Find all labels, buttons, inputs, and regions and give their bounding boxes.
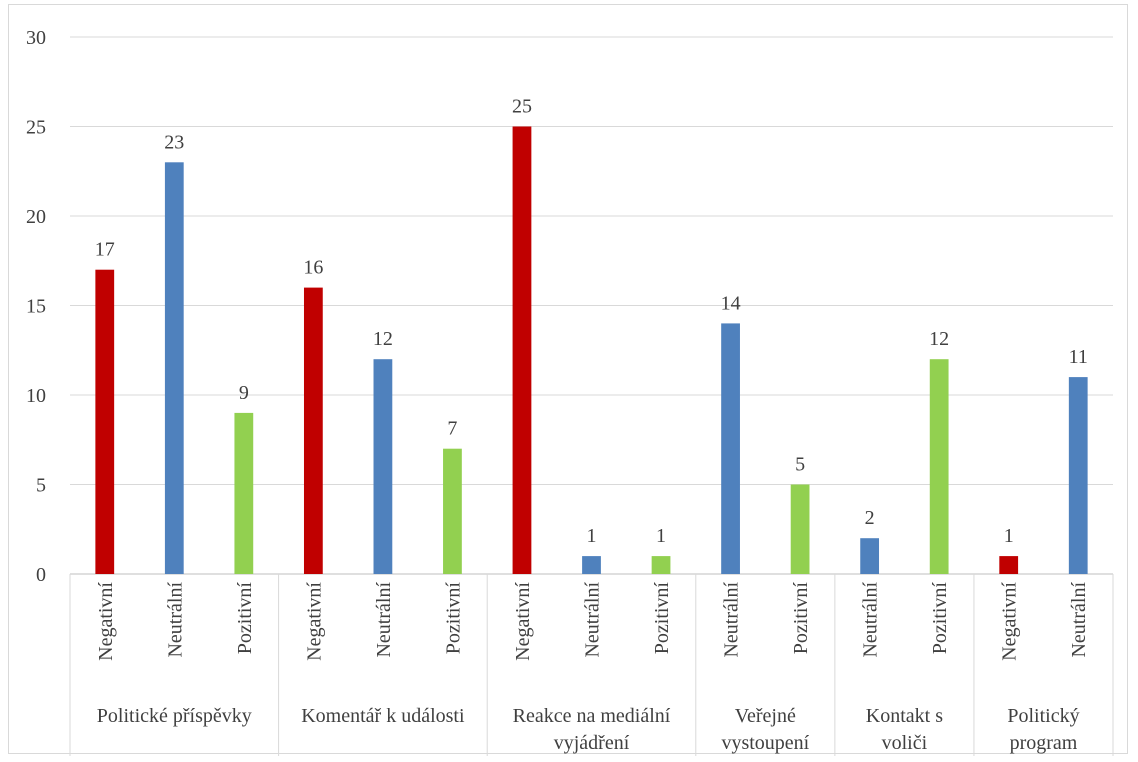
y-tick-label: 0 [36,564,46,586]
data-label: 23 [164,131,184,153]
bar [929,359,949,574]
x-tick-label: Negativní [512,582,534,661]
x-tick-label: Pozitivní [790,582,812,655]
x-tick-label: Pozitivní [651,582,673,655]
x-tick-label: Negativní [95,582,117,661]
data-label: 11 [1069,346,1088,368]
bar [164,162,184,575]
group-label: vyjádření [554,732,630,754]
y-tick-label: 10 [26,385,46,407]
data-label: 17 [95,239,115,261]
bar [443,448,462,574]
y-tick-label: 30 [26,27,46,49]
data-label: 1 [656,525,666,547]
data-label: 5 [795,454,805,476]
x-tick-label: Neutrální [1068,582,1090,658]
x-tick-label: Neutrální [721,582,743,658]
y-tick-label: 25 [26,117,46,139]
data-label: 9 [239,382,249,404]
group-label: vystoupení [721,732,809,754]
x-tick-label: Pozitivní [929,582,951,655]
group-label: Veřejné [735,705,796,727]
y-tick-label: 15 [26,296,46,318]
bar [651,556,671,574]
data-label: 25 [512,96,532,118]
bar [512,126,532,574]
x-tick-label: Neutrální [860,582,882,658]
data-label: 12 [929,328,949,350]
x-tick-label: Pozitivní [234,582,256,655]
data-label: 1 [1004,525,1014,547]
y-tick-label: 20 [26,206,46,228]
x-tick-label: Neutrální [373,582,395,658]
data-label: 7 [447,418,457,440]
data-label: 1 [587,525,597,547]
data-label: 14 [721,292,741,314]
x-tick-label: Negativní [303,582,325,661]
group-label: voliči [882,732,928,754]
data-label: 12 [373,328,393,350]
group-label: program [1010,732,1078,754]
group-label: Politický [1007,705,1079,727]
group-label: Kontakt s [866,705,943,727]
bar [234,412,254,574]
data-label: 2 [865,507,875,529]
x-tick-label: Neutrální [164,582,186,658]
bar [303,287,323,574]
bar [1068,377,1088,574]
bar [999,556,1019,574]
bar [790,484,810,574]
x-tick-label: Pozitivní [442,582,464,655]
x-tick-label: Negativní [999,582,1021,661]
group-label: Reakce na mediální [513,705,671,727]
x-tick-label: Neutrální [582,582,604,658]
group-label: Politické příspěvky [97,705,252,727]
y-tick-label: 5 [36,475,46,497]
group-label: Komentář k události [301,705,465,727]
bar [373,359,393,574]
bar [860,538,880,574]
bar [721,323,740,574]
data-label: 16 [303,257,323,279]
bar [95,269,115,574]
bar [582,556,601,574]
